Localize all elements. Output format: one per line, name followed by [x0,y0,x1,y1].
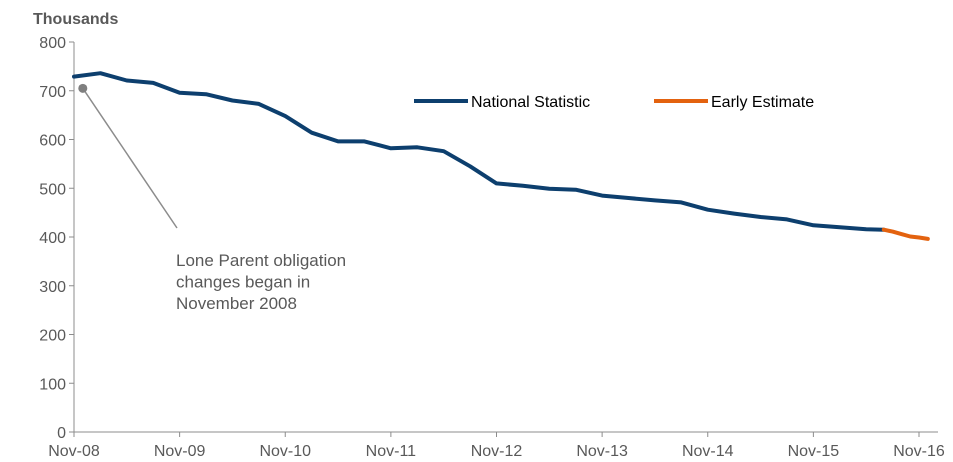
x-tick-label: Nov-11 [366,443,416,460]
y-tick-label: 400 [39,230,66,247]
x-tick-label: Nov-08 [48,443,100,460]
x-tick-label: Nov-12 [471,443,523,460]
y-tick-label: 200 [39,328,66,345]
annotation-marker [78,84,87,93]
series-line-early-estimate [884,230,928,239]
y-tick-label: 600 [39,133,66,150]
x-axis: Nov-08 Nov-09 Nov-10 Nov-11 Nov-12 Nov-13 Nov-… [48,432,945,460]
x-tick-label: Nov-10 [259,443,311,460]
y-tick-label: 700 [39,84,66,101]
y-tick-label: 800 [39,35,66,52]
x-tick-label: Nov-15 [788,443,840,460]
annotation-leader-line [83,88,177,228]
legend-item-national-statistic: National Statistic [414,94,590,111]
y-tick-label: 0 [57,425,66,442]
annotation-text-line: changes began in [176,273,310,292]
x-tick-label: Nov-13 [576,443,628,460]
legend-item-early-estimate: Early Estimate [654,94,814,111]
y-tick-label: 300 [39,279,66,296]
annotation: Lone Parent obligation changes began in No… [78,84,346,313]
x-tick-label: Nov-09 [154,443,206,460]
legend: National Statistic Early Estimate [414,94,814,111]
y-tick-label: 100 [39,376,66,393]
annotation-text-line: Lone Parent obligation [176,251,346,270]
annotation-text-line: November 2008 [176,294,297,313]
legend-label: Early Estimate [711,94,814,111]
y-axis: 0 100 200 300 400 500 600 700 800 [39,35,74,442]
y-axis-title: Thousands [33,11,118,28]
y-tick-label: 500 [39,181,66,198]
x-tick-label: Nov-14 [682,443,734,460]
legend-label: National Statistic [471,94,590,111]
x-tick-label: Nov-16 [893,443,945,460]
